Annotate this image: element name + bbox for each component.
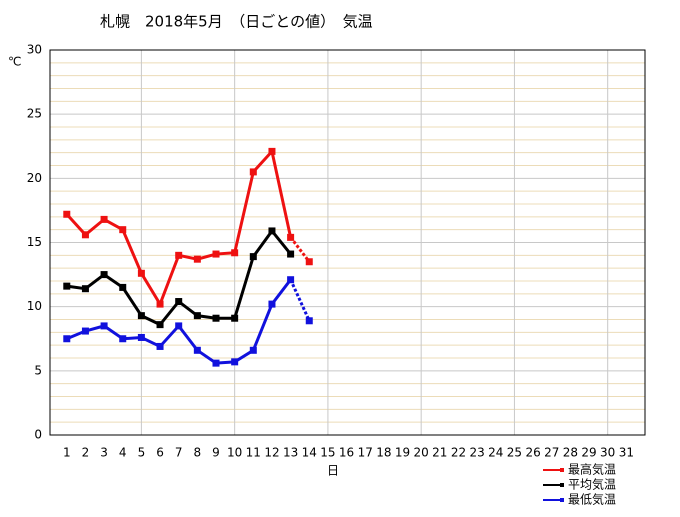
marker [249, 253, 257, 261]
marker [193, 312, 201, 320]
y-axis-label: ℃ [8, 55, 21, 69]
x-axis-label: 日 [327, 464, 339, 478]
x-tick-label: 6 [156, 446, 164, 460]
marker [137, 269, 145, 277]
y-tick-label: 20 [27, 171, 42, 185]
x-tick-label: 17 [358, 446, 373, 460]
chart-title: 札幌 2018年5月 （日ごとの値） 気温 [100, 13, 373, 31]
marker [63, 282, 71, 290]
x-tick-label: 2 [82, 446, 90, 460]
x-tick-label: 4 [119, 446, 127, 460]
legend-marker [560, 468, 564, 472]
x-tick-label: 9 [212, 446, 220, 460]
x-tick-label: 7 [175, 446, 183, 460]
marker [119, 283, 127, 291]
marker [231, 249, 239, 257]
x-tick-label: 27 [544, 446, 559, 460]
x-tick-label: 25 [507, 446, 522, 460]
marker [63, 210, 71, 218]
marker [100, 215, 108, 223]
marker [175, 322, 183, 330]
x-tick-label: 30 [600, 446, 615, 460]
marker [287, 233, 295, 241]
marker [212, 250, 220, 258]
marker [100, 271, 108, 279]
marker [137, 312, 145, 320]
marker [212, 359, 220, 367]
legend-label: 最高気温 [568, 462, 616, 477]
x-tick-label: 13 [283, 446, 298, 460]
x-tick-label: 14 [302, 446, 317, 460]
marker [212, 314, 220, 322]
y-tick-label: 10 [27, 299, 42, 313]
x-tick-label: 20 [414, 446, 429, 460]
x-tick-label: 18 [376, 446, 391, 460]
marker [81, 231, 89, 239]
marker [249, 346, 257, 354]
x-tick-label: 3 [100, 446, 108, 460]
provisional-line [289, 236, 311, 263]
x-tick-label: 16 [339, 446, 354, 460]
marker [287, 250, 295, 258]
marker [305, 317, 313, 325]
x-tick-label: 10 [227, 446, 242, 460]
marker [175, 251, 183, 259]
x-tick-label: 31 [619, 446, 634, 460]
x-tick-label: 19 [395, 446, 410, 460]
x-tick-label: 29 [581, 446, 596, 460]
x-tick-label: 22 [451, 446, 466, 460]
marker [268, 147, 276, 155]
y-tick-label: 15 [27, 235, 42, 249]
marker [287, 276, 295, 284]
marker [156, 300, 164, 308]
legend-marker [560, 498, 564, 502]
y-tick-label: 5 [34, 363, 42, 377]
marker [100, 322, 108, 330]
x-tick-label: 8 [194, 446, 202, 460]
marker [305, 258, 313, 266]
x-tick-label: 28 [563, 446, 578, 460]
legend-label: 平均気温 [568, 477, 616, 492]
y-tick-label: 0 [34, 428, 42, 442]
marker [249, 168, 257, 176]
marker [268, 300, 276, 308]
x-tick-label: 24 [488, 446, 503, 460]
x-tick-label: 21 [432, 446, 447, 460]
marker [119, 226, 127, 234]
marker [81, 327, 89, 335]
marker [63, 335, 71, 343]
marker [231, 314, 239, 322]
marker [268, 227, 276, 235]
y-tick-label: 25 [27, 107, 42, 121]
legend-marker [560, 483, 564, 487]
x-tick-label: 1 [63, 446, 71, 460]
marker [193, 346, 201, 354]
x-tick-label: 23 [469, 446, 484, 460]
legend-label: 最低気温 [568, 492, 616, 507]
x-tick-label: 15 [320, 446, 335, 460]
x-tick-label: 5 [138, 446, 146, 460]
marker [175, 298, 183, 306]
x-tick-label: 26 [525, 446, 540, 460]
marker [81, 285, 89, 293]
marker [156, 321, 164, 329]
marker [156, 342, 164, 350]
plot-frame [49, 49, 646, 436]
marker [119, 335, 127, 343]
provisional-line [289, 279, 311, 322]
x-tick-label: 12 [264, 446, 279, 460]
marker [193, 255, 201, 263]
marker [137, 333, 145, 341]
marker [231, 358, 239, 366]
x-tick-label: 11 [246, 446, 261, 460]
y-tick-label: 30 [27, 43, 42, 57]
